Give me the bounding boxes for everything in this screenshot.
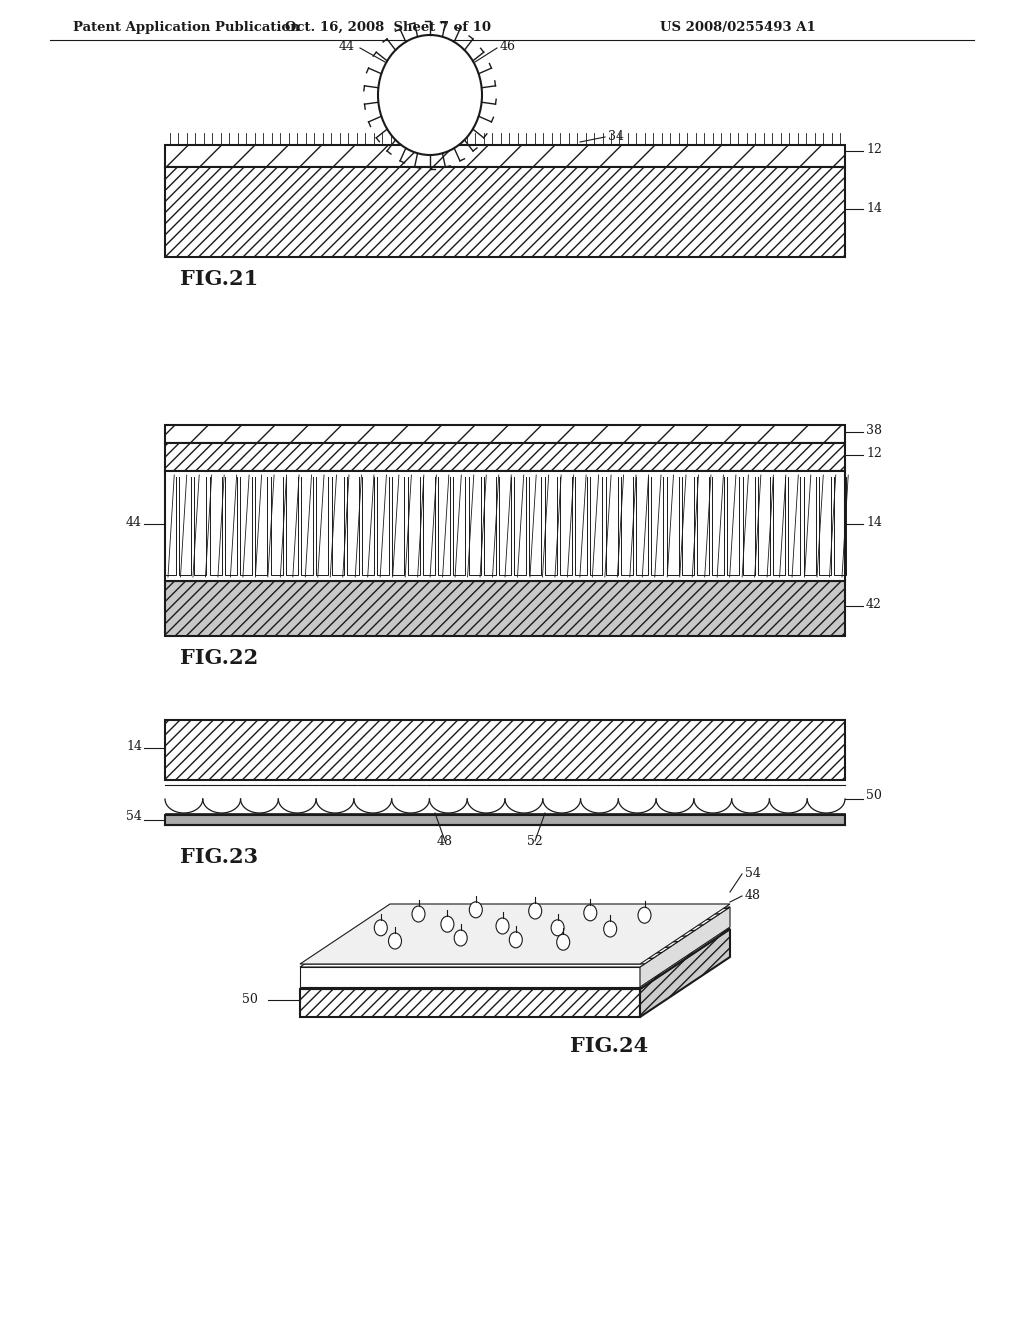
Text: 14: 14	[866, 516, 882, 529]
Ellipse shape	[638, 907, 651, 923]
Ellipse shape	[388, 933, 401, 949]
Text: 46: 46	[500, 40, 516, 53]
Text: 54: 54	[745, 867, 761, 880]
Polygon shape	[640, 907, 730, 987]
Text: 48: 48	[745, 888, 761, 902]
Bar	[165, 471, 845, 581]
Text: 54: 54	[126, 810, 142, 822]
Text: 34: 34	[608, 129, 624, 143]
Text: 14: 14	[866, 202, 882, 215]
Text: 12: 12	[866, 143, 882, 156]
Ellipse shape	[557, 935, 569, 950]
Ellipse shape	[551, 920, 564, 936]
Text: 42: 42	[866, 598, 882, 611]
Text: 52: 52	[527, 836, 543, 847]
Bar	[165, 425, 845, 444]
Bar	[165, 145, 845, 168]
Text: FIG.23: FIG.23	[180, 847, 258, 867]
Text: US 2008/0255493 A1: US 2008/0255493 A1	[660, 21, 816, 33]
Text: 38: 38	[866, 424, 882, 437]
Text: Oct. 16, 2008  Sheet 7 of 10: Oct. 16, 2008 Sheet 7 of 10	[285, 21, 490, 33]
Text: Patent Application Publication: Patent Application Publication	[73, 21, 300, 33]
Polygon shape	[300, 904, 730, 964]
Ellipse shape	[469, 902, 482, 917]
Text: 50: 50	[242, 993, 258, 1006]
Ellipse shape	[496, 917, 509, 935]
Bar	[165, 581, 845, 636]
Ellipse shape	[604, 921, 616, 937]
Text: 50: 50	[866, 789, 882, 803]
Polygon shape	[300, 989, 640, 1016]
Text: FIG.22: FIG.22	[180, 648, 258, 668]
Bar	[165, 444, 845, 471]
Bar	[165, 814, 845, 825]
Ellipse shape	[378, 36, 482, 154]
Polygon shape	[300, 968, 640, 987]
Polygon shape	[640, 929, 730, 1016]
Ellipse shape	[441, 916, 454, 932]
Bar	[165, 719, 845, 780]
Text: 14: 14	[126, 741, 142, 752]
Ellipse shape	[528, 903, 542, 919]
Text: FIG.21: FIG.21	[180, 269, 258, 289]
Polygon shape	[300, 929, 730, 989]
Ellipse shape	[375, 920, 387, 936]
Ellipse shape	[509, 932, 522, 948]
Ellipse shape	[455, 931, 467, 946]
Text: 12: 12	[866, 447, 882, 459]
Text: 44: 44	[126, 516, 142, 529]
Text: FIG.24: FIG.24	[570, 1036, 648, 1056]
Ellipse shape	[412, 906, 425, 921]
Ellipse shape	[584, 904, 597, 921]
Polygon shape	[300, 907, 730, 968]
Text: 44: 44	[339, 40, 355, 53]
Text: 48: 48	[437, 836, 453, 847]
Bar	[165, 168, 845, 257]
